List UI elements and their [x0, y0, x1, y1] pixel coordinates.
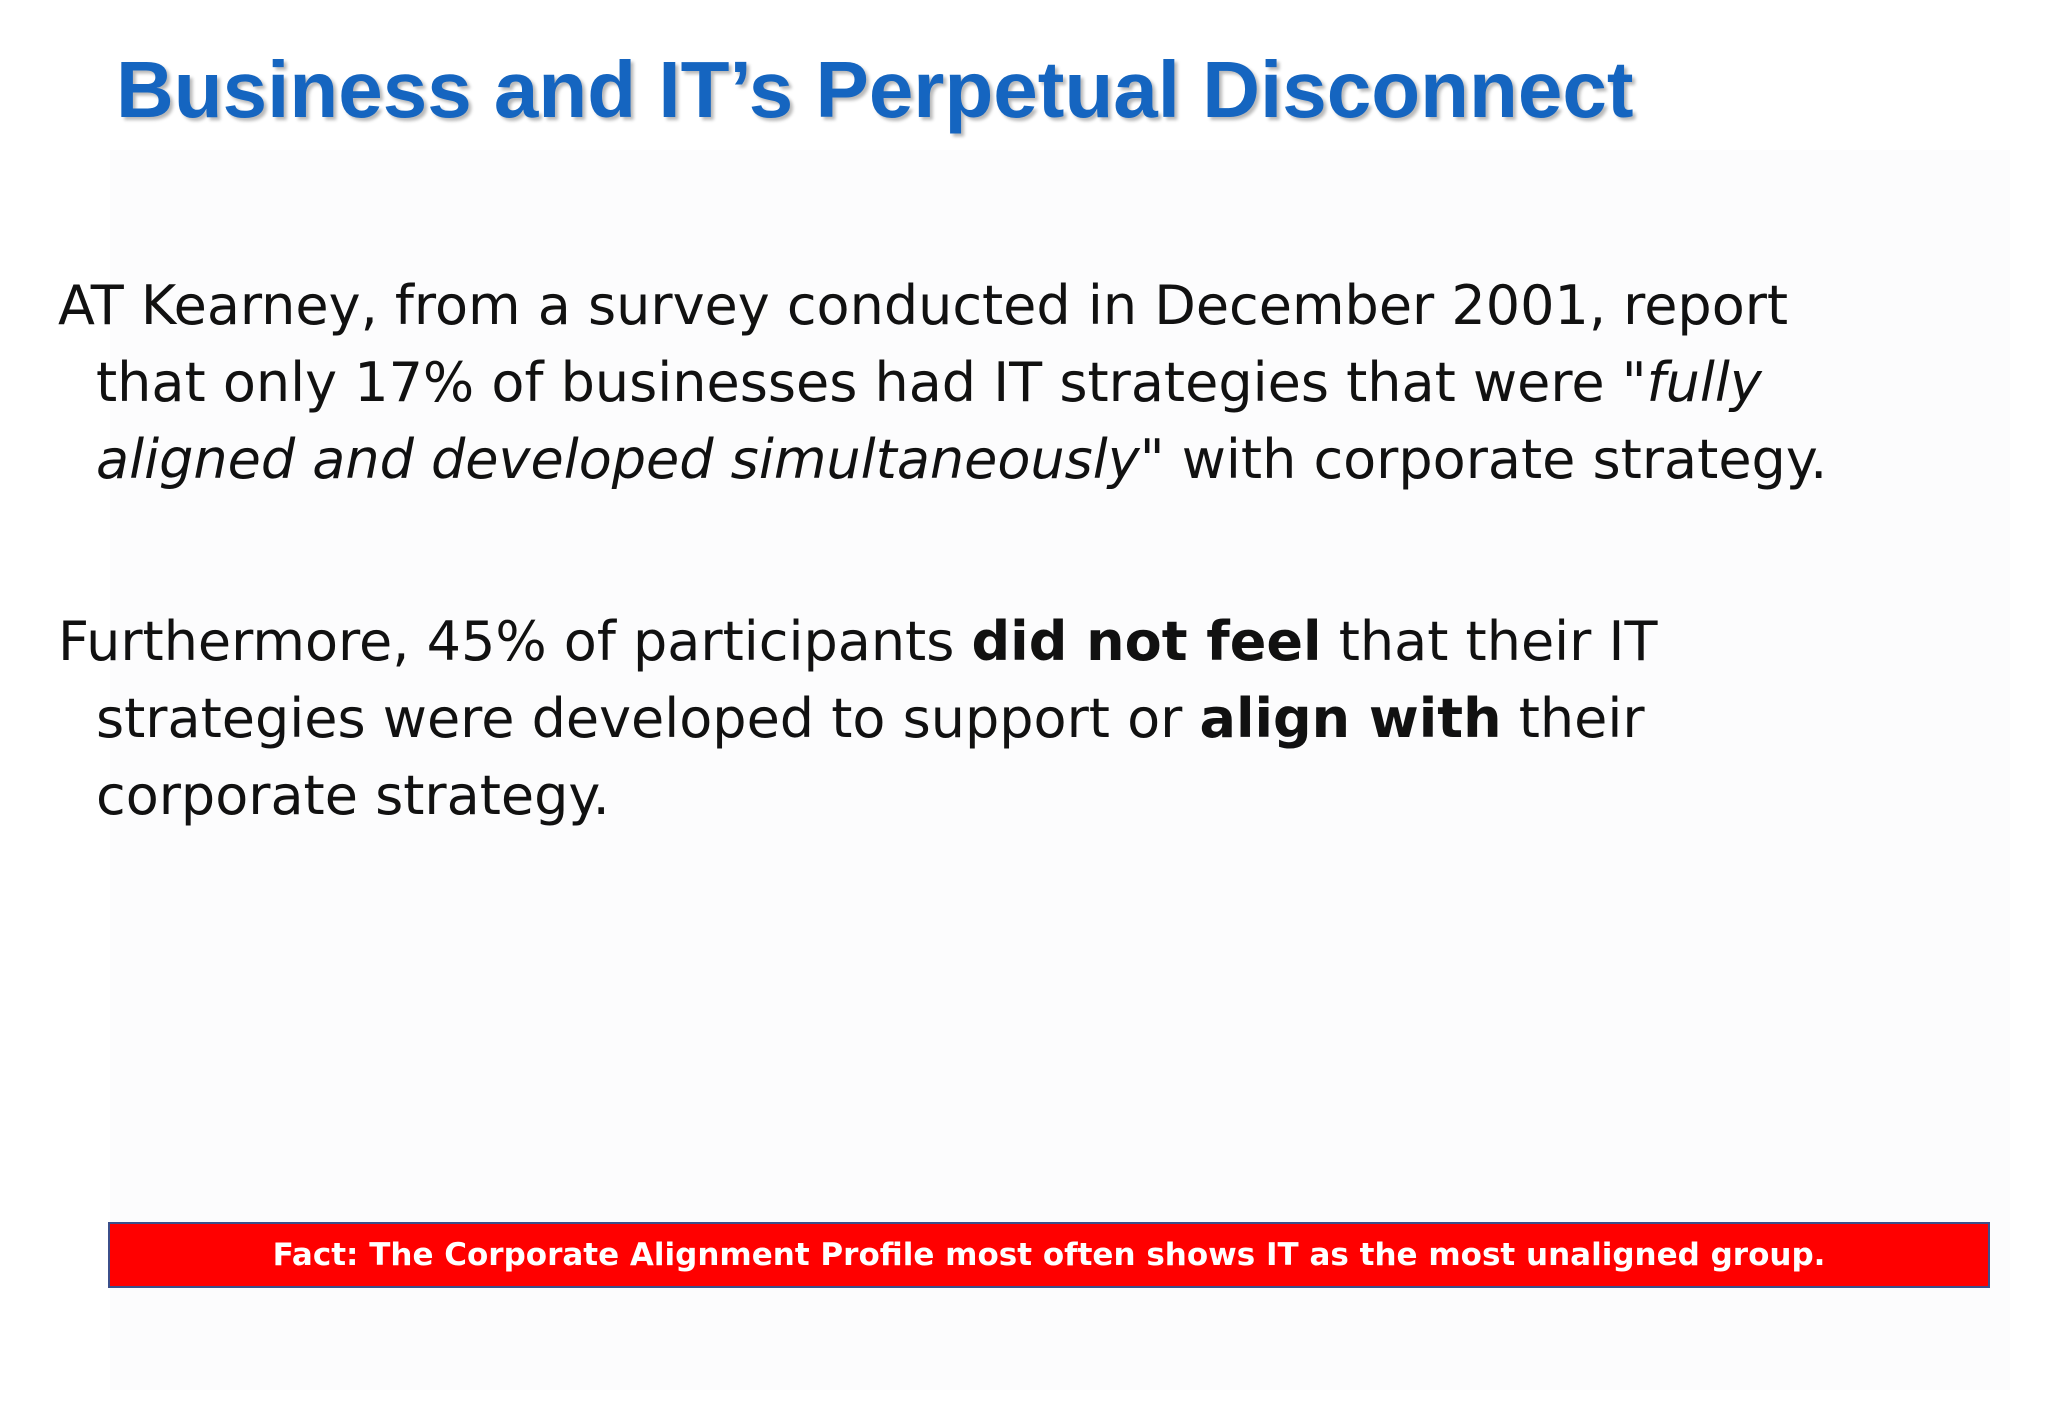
paragraph2-line3: corporate strategy. [96, 764, 610, 827]
fact-banner: Fact: The Corporate Alignment Profile mo… [108, 1222, 1990, 1288]
paragraph1-line2: that only 17% of businesses had IT strat… [58, 344, 1998, 421]
fact-text: Fact: The Corporate Alignment Profile mo… [272, 1237, 1826, 1273]
paragraph2-line1: Furthermore, 45% of participants did not… [58, 603, 1998, 680]
paragraph2-line2-tail: their [1501, 687, 1645, 750]
paragraph2-line2-bold: align with [1199, 687, 1502, 750]
paragraph2-line2-text: strategies were developed to support or [96, 687, 1200, 750]
paragraph-participants: Furthermore, 45% of participants did not… [58, 603, 1998, 834]
paragraph1-line3-text: " with corporate strategy. [1139, 428, 1828, 491]
paragraph2-line2: strategies were developed to support or … [58, 680, 1998, 757]
paragraph1-line2-text: that only 17% of businesses had IT strat… [96, 351, 1647, 414]
paragraph-kearney-survey: AT Kearney, from a survey conducted in D… [58, 267, 1998, 498]
paragraph2-line1-text: Furthermore, 45% of participants [58, 610, 972, 673]
paragraph1-line3: aligned and developed simultaneously" wi… [58, 421, 1998, 498]
paragraph1-line2-italic: fully [1646, 351, 1762, 414]
paragraph1-line1: AT Kearney, from a survey conducted in D… [58, 274, 1789, 337]
content-panel [110, 150, 2010, 1390]
slide-title: Business and IT’s Perpetual Disconnect [116, 45, 1634, 134]
paragraph2-line1-bold: did not feel [971, 610, 1322, 673]
paragraph2-line1-tail: that their IT [1321, 610, 1658, 673]
paragraph1-line3-italic: aligned and developed simultaneously [96, 428, 1140, 491]
